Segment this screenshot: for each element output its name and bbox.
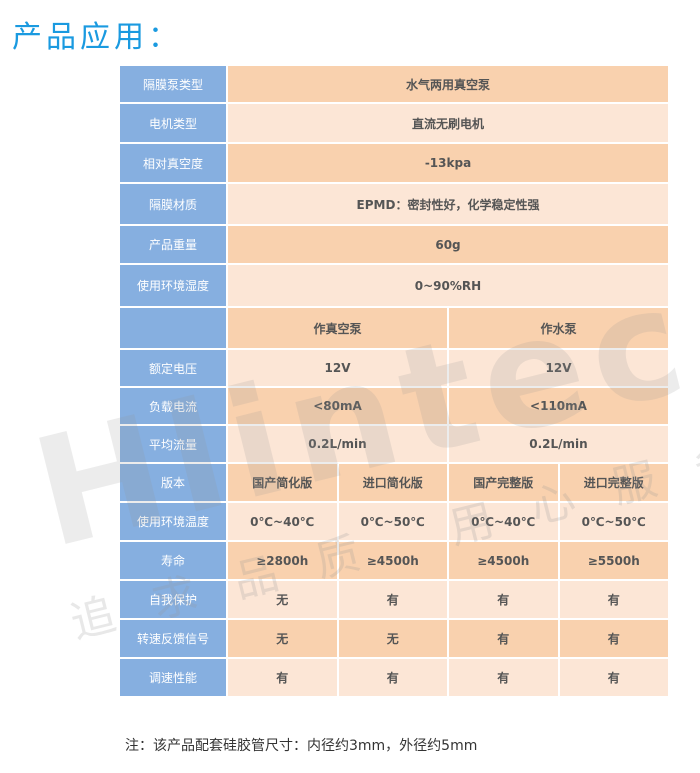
table-row: 使用环境温度 0℃~40℃ 0℃~50℃ 0℃~40℃ 0℃~50℃ — [120, 503, 668, 540]
cell-value: 无 — [338, 620, 447, 657]
cell-value: 直流无刷电机 — [228, 104, 668, 142]
cell-value: ≥2800h — [228, 542, 337, 579]
cell-value: 有 — [559, 620, 668, 657]
table-row: 作真空泵 作水泵 — [120, 308, 668, 348]
row-label: 版本 — [120, 464, 226, 501]
row-label: 隔膜泵类型 — [120, 66, 226, 102]
cell-value: 有 — [449, 659, 558, 696]
cell-value: 0℃~50℃ — [559, 503, 668, 540]
row-label: 使用环境湿度 — [120, 265, 226, 306]
cell-value: EPMD：密封性好，化学稳定性强 — [228, 184, 668, 224]
cell-value: 有 — [449, 620, 558, 657]
row-label: 负载电流 — [120, 388, 226, 424]
cell-value: 国产简化版 — [228, 464, 337, 501]
cell-value: -13kpa — [228, 144, 668, 182]
row-label: 转速反馈信号 — [120, 620, 226, 657]
table-row: 相对真空度 -13kpa — [120, 144, 668, 182]
cell-value: 0℃~40℃ — [228, 503, 337, 540]
table-row: 平均流量 0.2L/min 0.2L/min — [120, 426, 668, 462]
table-row: 额定电压 12V 12V — [120, 350, 668, 386]
row-label: 平均流量 — [120, 426, 226, 462]
row-label: 相对真空度 — [120, 144, 226, 182]
table-row: 使用环境湿度 0~90%RH — [120, 265, 668, 306]
table-row: 电机类型 直流无刷电机 — [120, 104, 668, 142]
row-label: 寿命 — [120, 542, 226, 579]
cell-value: 作水泵 — [449, 308, 668, 348]
table-row: 自我保护无有有有 — [120, 581, 668, 618]
cell-value: 12V — [228, 350, 447, 386]
table-row: 版本 国产简化版 进口简化版 国产完整版 进口完整版 — [120, 464, 668, 501]
row-label: 调速性能 — [120, 659, 226, 696]
cell-value: 0℃~40℃ — [449, 503, 558, 540]
cell-value: 0~90%RH — [228, 265, 668, 306]
cell-value: 水气两用真空泵 — [228, 66, 668, 102]
cell-value: 0.2L/min — [228, 426, 447, 462]
cell-value: 作真空泵 — [228, 308, 447, 348]
cell-value: 无 — [228, 620, 337, 657]
row-label: 自我保护 — [120, 581, 226, 618]
table-row: 隔膜材质 EPMD：密封性好，化学稳定性强 — [120, 184, 668, 224]
row-label: 使用环境温度 — [120, 503, 226, 540]
cell-value: 有 — [338, 581, 447, 618]
cell-value: ≥4500h — [338, 542, 447, 579]
table-row: 负载电流 <80mA <110mA — [120, 388, 668, 424]
cell-value: 有 — [338, 659, 447, 696]
table-row: 隔膜泵类型 水气两用真空泵 — [120, 66, 668, 102]
cell-value: 国产完整版 — [449, 464, 558, 501]
cell-value: ≥5500h — [559, 542, 668, 579]
cell-value: 0.2L/min — [449, 426, 668, 462]
cell-value: <110mA — [449, 388, 668, 424]
footnote: 注：该产品配套硅胶管尺寸：内径约3mm，外径约5mm — [125, 738, 478, 754]
cell-value: 0℃~50℃ — [338, 503, 447, 540]
cell-value: 进口完整版 — [559, 464, 668, 501]
table-row: 调速性能有有有有 — [120, 659, 668, 696]
cell-value: 12V — [449, 350, 668, 386]
cell-value: 有 — [449, 581, 558, 618]
table-row: 转速反馈信号无无有有 — [120, 620, 668, 657]
spec-table: 隔膜泵类型 水气两用真空泵 电机类型 直流无刷电机 相对真空度 -13kpa 隔膜材质 EPM… — [118, 64, 670, 698]
row-label: 电机类型 — [120, 104, 226, 142]
cell-value: 无 — [228, 581, 337, 618]
cell-value: 有 — [228, 659, 337, 696]
cell-value: 有 — [559, 581, 668, 618]
table-row: 寿命 ≥2800h ≥4500h ≥4500h ≥5500h — [120, 542, 668, 579]
table-row: 产品重量 60g — [120, 226, 668, 263]
row-label: 产品重量 — [120, 226, 226, 263]
cell-value: 进口简化版 — [338, 464, 447, 501]
row-label — [120, 308, 226, 348]
cell-value: <80mA — [228, 388, 447, 424]
page-title: 产品应用： — [12, 20, 182, 55]
row-label: 隔膜材质 — [120, 184, 226, 224]
cell-value: 60g — [228, 226, 668, 263]
cell-value: 有 — [559, 659, 668, 696]
row-label: 额定电压 — [120, 350, 226, 386]
cell-value: ≥4500h — [449, 542, 558, 579]
